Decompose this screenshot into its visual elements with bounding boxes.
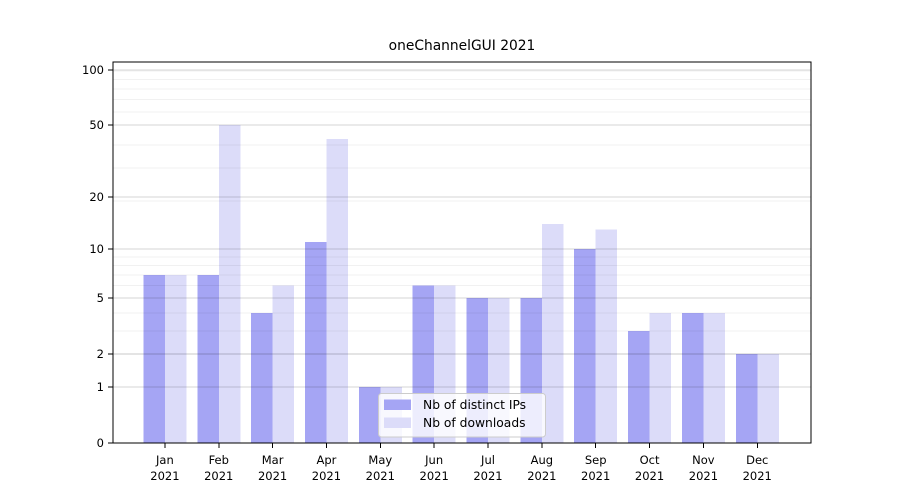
- bar-ips-apr: [304, 242, 327, 443]
- x-tick-label-year: 2021: [204, 469, 233, 483]
- x-tick-label-year: 2021: [743, 469, 772, 483]
- ticks-group: [108, 69, 758, 448]
- x-tick-label-month: Feb: [209, 453, 229, 467]
- x-tick-label-month: Jun: [424, 453, 443, 467]
- x-tick-label-year: 2021: [258, 469, 287, 483]
- bar-ips-oct: [628, 330, 650, 443]
- x-tick-label-month: Mar: [262, 453, 284, 467]
- bar-ips-sep: [574, 249, 596, 443]
- x-tick-label-year: 2021: [420, 469, 449, 483]
- x-tick-label-year: 2021: [473, 469, 502, 483]
- bar-ips-nov: [681, 312, 704, 443]
- legend: Nb of distinct IPs Nb of downloads: [378, 393, 546, 438]
- x-tick-label-month: May: [368, 453, 392, 467]
- x-tick-label-year: 2021: [150, 469, 179, 483]
- x-tick-label-month: Nov: [692, 453, 715, 467]
- y-tick-label: 0: [97, 436, 104, 450]
- x-tick-label-month: Apr: [316, 453, 336, 467]
- x-tick-label-year: 2021: [635, 469, 664, 483]
- legend-box: [378, 393, 546, 438]
- bar-ips-may: [358, 386, 381, 443]
- legend-label-ips: Nb of distinct IPs: [423, 398, 526, 412]
- bar-downloads-apr: [326, 139, 348, 443]
- legend-label-downloads: Nb of downloads: [423, 416, 526, 430]
- chart-title: oneChannelGUI 2021: [389, 38, 536, 54]
- x-tick-label-year: 2021: [689, 469, 718, 483]
- legend-swatch-downloads: [384, 417, 411, 428]
- x-tick-label-month: Sep: [585, 453, 607, 467]
- bar-ips-jan: [143, 274, 165, 443]
- x-tick-label-month: Jul: [480, 453, 495, 467]
- x-tick-label-month: Aug: [531, 453, 553, 467]
- plot-box: [112, 61, 812, 444]
- x-tick-label-month: Jan: [155, 453, 174, 467]
- bar-ips-mar: [251, 312, 273, 443]
- bar-downloads-feb: [218, 125, 241, 443]
- bar-downloads-aug: [541, 224, 564, 443]
- grid-group: [113, 69, 811, 388]
- x-tick-label-year: 2021: [312, 469, 341, 483]
- bar-downloads-mar: [272, 285, 295, 443]
- y-tick-label: 5: [97, 291, 104, 305]
- x-tick-label-month: Dec: [746, 453, 768, 467]
- y-tick-label: 50: [89, 118, 104, 132]
- bar-downloads-sep: [595, 229, 618, 443]
- y-tick-label: 10: [89, 242, 104, 256]
- y-tick-label: 20: [89, 190, 104, 204]
- x-tick-label-month: Oct: [640, 453, 660, 467]
- bar-downloads-nov: [703, 312, 725, 443]
- x-tick-label-year: 2021: [581, 469, 610, 483]
- legend-swatch-ips: [384, 399, 411, 410]
- bar-downloads-oct: [649, 312, 672, 443]
- y-tick-label: 2: [97, 347, 104, 361]
- y-tick-label: 100: [82, 63, 104, 77]
- bar-ips-dec: [735, 354, 758, 443]
- bar-ips-feb: [197, 274, 219, 443]
- bar-downloads-jan: [164, 274, 187, 443]
- bar-downloads-dec: [757, 354, 779, 443]
- x-tick-label-year: 2021: [366, 469, 395, 483]
- y-tick-label: 1: [97, 380, 104, 394]
- x-tick-label-year: 2021: [527, 469, 556, 483]
